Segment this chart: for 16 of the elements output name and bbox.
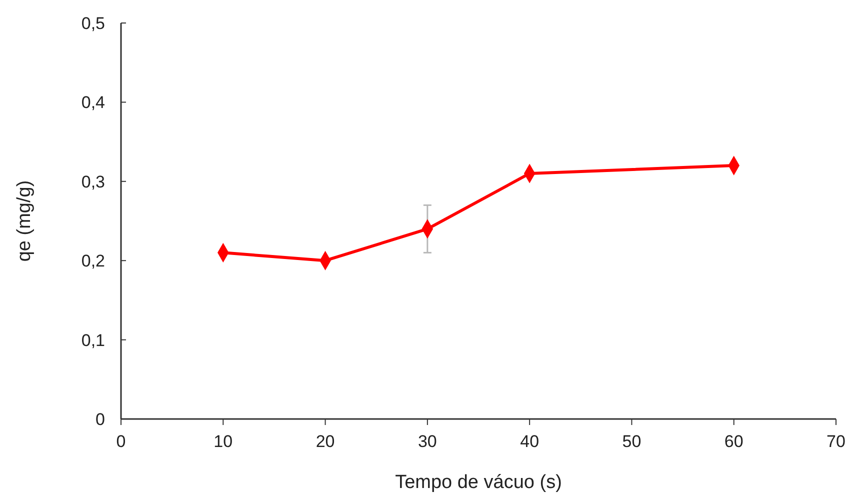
y-axis-title: qe (mg/g) xyxy=(14,180,35,262)
x-tick-label: 40 xyxy=(520,432,540,451)
x-tick-label: 20 xyxy=(316,432,335,451)
x-tick-label: 50 xyxy=(622,432,642,451)
y-tick-label: 0,1 xyxy=(81,330,105,350)
y-tick-label: 0,5 xyxy=(81,14,105,33)
y-tick-label: 0,4 xyxy=(81,93,105,112)
y-tick-label: 0 xyxy=(96,410,105,429)
y-tick-label: 0,2 xyxy=(81,252,105,271)
y-tick-label: 0,3 xyxy=(81,172,105,192)
x-tick-label: 30 xyxy=(418,432,437,451)
x-axis-title: Tempo de vácuo (s) xyxy=(395,472,562,493)
x-tick-label: 60 xyxy=(724,432,744,451)
x-tick-label: 70 xyxy=(826,432,846,451)
x-tick-label: 10 xyxy=(214,432,233,451)
x-tick-label: 0 xyxy=(116,432,126,451)
